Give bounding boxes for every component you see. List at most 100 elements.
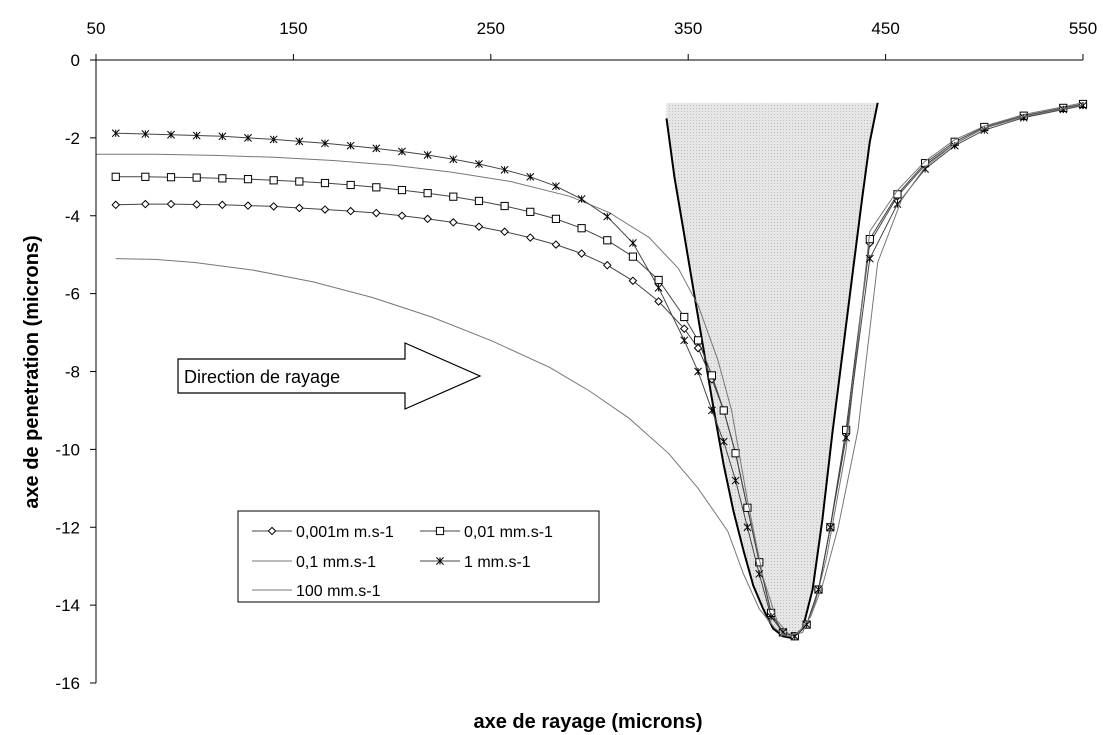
- data-point: [320, 205, 330, 214]
- y-tick-label: -2: [65, 129, 80, 148]
- data-point: [500, 201, 509, 211]
- legend-item: 0,01 mm.s-1: [420, 524, 553, 541]
- y-axis-title: axe de penetration (microns): [21, 235, 43, 508]
- data-point: [603, 236, 612, 245]
- data-point: [218, 174, 227, 183]
- data-point: [551, 214, 561, 223]
- data-point: [397, 185, 407, 195]
- data-point: [398, 147, 406, 156]
- y-tick-label: 0: [71, 51, 80, 70]
- data-point: [654, 297, 663, 306]
- data-point: [269, 176, 278, 185]
- data-point: [577, 195, 586, 203]
- data-point: [679, 324, 689, 333]
- legend-item: 0,1 mm.s-1: [252, 554, 376, 571]
- direction-arrow: Direction de rayage: [177, 342, 482, 410]
- data-point: [372, 183, 381, 192]
- indenter-shape: [665, 102, 879, 640]
- data-point: [111, 200, 121, 210]
- data-point: [141, 172, 150, 181]
- data-point: [628, 252, 638, 261]
- data-point: [865, 254, 874, 263]
- series-5: [115, 104, 1084, 637]
- x-tick-label: 550: [1069, 19, 1097, 38]
- data-point: [865, 235, 874, 244]
- series-line: [115, 105, 1084, 637]
- data-point: [295, 203, 304, 213]
- legend-label: 0,001m m.s-1: [296, 524, 394, 541]
- data-point: [731, 476, 740, 485]
- data-point: [346, 206, 355, 216]
- data-point: [693, 336, 703, 345]
- data-point: [346, 180, 355, 190]
- data-point: [192, 131, 201, 140]
- legend-box: [237, 510, 600, 603]
- data-point: [526, 207, 535, 216]
- data-point: [141, 130, 150, 138]
- data-point: [243, 175, 253, 184]
- data-point: [893, 200, 902, 209]
- axes: [90, 54, 1084, 684]
- data-point: [743, 523, 752, 532]
- data-point: [551, 240, 561, 249]
- data-point: [141, 199, 150, 209]
- data-point: [826, 523, 835, 532]
- legend-item: 0,001m m.s-1: [252, 524, 394, 541]
- x-tick-label: 350: [674, 19, 702, 38]
- y-tick-label: -14: [55, 596, 80, 615]
- series-line: [115, 104, 1084, 637]
- data-point: [654, 283, 663, 292]
- data-point: [707, 371, 716, 380]
- y-tick-label: -16: [55, 674, 80, 693]
- data-point: [731, 449, 740, 458]
- data-point: [500, 165, 509, 174]
- data-point: [842, 425, 851, 435]
- y-tick-label: -4: [65, 207, 80, 226]
- data-point: [423, 214, 432, 224]
- data-point: [680, 312, 689, 322]
- data-point: [1059, 105, 1068, 114]
- data-point: [474, 222, 484, 231]
- data-point: [321, 139, 329, 148]
- data-point: [719, 406, 728, 415]
- legend-label: 0,01 mm.s-1: [464, 524, 553, 541]
- data-point: [1019, 113, 1028, 122]
- data-point: [449, 155, 458, 164]
- data-point: [654, 275, 663, 285]
- data-point: [192, 173, 201, 182]
- x-tick-label: 250: [477, 19, 505, 38]
- data-point: [243, 201, 253, 210]
- y-tick-label: -6: [65, 285, 80, 304]
- series-line: [96, 102, 1084, 637]
- y-tick-label: -12: [55, 518, 80, 537]
- data-point: [603, 212, 612, 221]
- data-point: [707, 406, 716, 415]
- direction-label: Direction de rayage: [184, 367, 340, 387]
- data-point: [602, 260, 612, 270]
- data-point: [423, 189, 432, 198]
- data-point: [448, 218, 458, 227]
- data-point: [500, 227, 509, 237]
- x-tick-label: 450: [871, 19, 899, 38]
- legend-item: 1 mm.s-1: [420, 554, 531, 571]
- data-point: [767, 612, 776, 621]
- data-point: [166, 199, 176, 209]
- indenter-texture: [666, 102, 878, 639]
- x-tick-label: 150: [279, 19, 307, 38]
- data-point: [346, 141, 355, 150]
- data-point: [397, 211, 407, 221]
- legend-marker: [267, 526, 277, 536]
- data-point: [628, 239, 637, 247]
- data-point: [526, 172, 535, 181]
- data-point: [743, 503, 752, 512]
- y-tick-label: -10: [55, 440, 80, 459]
- legend-marker: [435, 526, 445, 536]
- data-point: [192, 200, 201, 209]
- data-point: [628, 276, 638, 286]
- data-point: [269, 202, 278, 211]
- data-point: [577, 249, 586, 258]
- data-point: [475, 160, 483, 168]
- data-point: [694, 367, 703, 376]
- data-point: [755, 570, 764, 578]
